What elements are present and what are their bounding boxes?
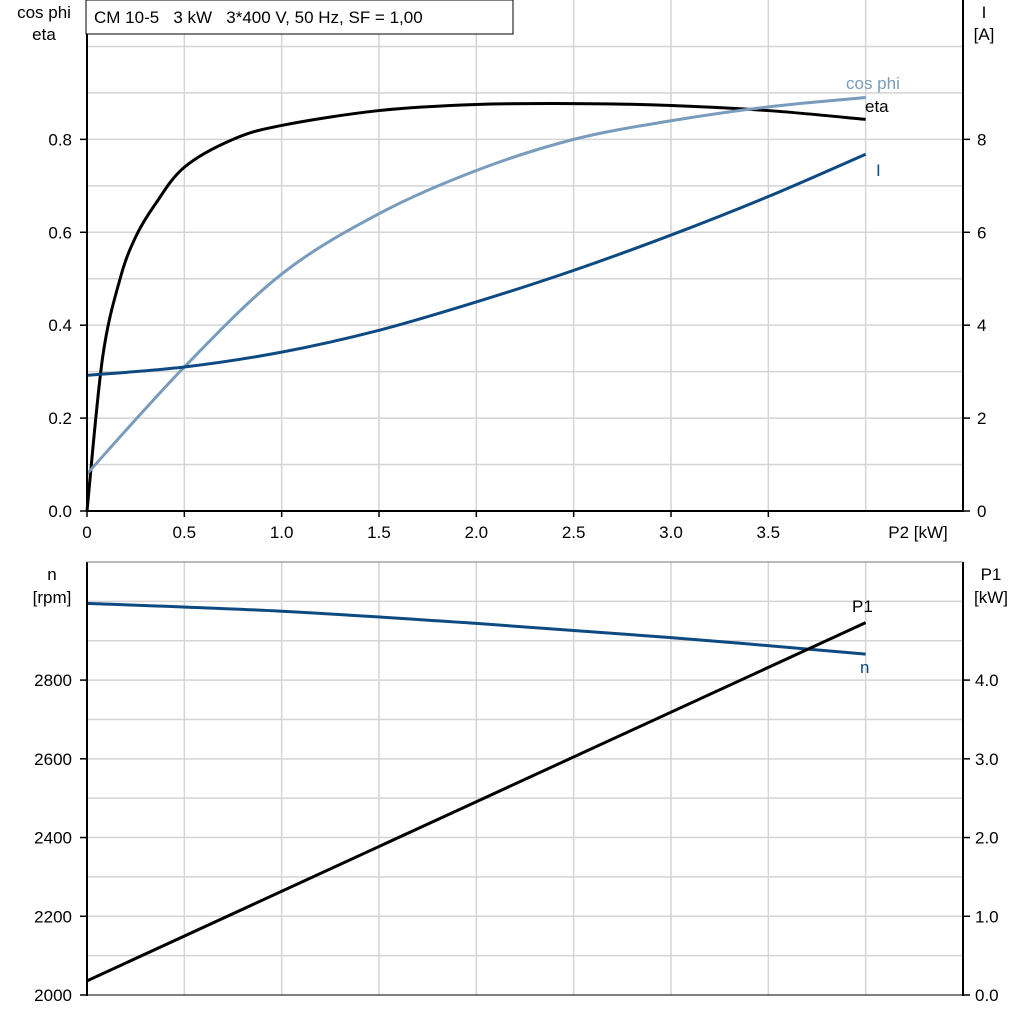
y-left-tick-label: 2400	[34, 829, 72, 848]
series-line-eta	[85, 102, 866, 512]
series-label-p1: P1	[852, 597, 873, 616]
x-tick-label: 1.0	[270, 523, 294, 542]
x-tick-label: 2.5	[562, 523, 586, 542]
x-tick-label: 0	[82, 523, 91, 542]
y-right-tick-label: 0	[977, 502, 986, 521]
bottom-left-ylabel-2: [rpm]	[33, 588, 72, 607]
series-label-eta: eta	[865, 97, 889, 116]
chart-title: CM 10-5 3 kW 3*400 V, 50 Hz, SF = 1,00	[94, 8, 423, 27]
top-left-ylabel-2: eta	[32, 25, 56, 44]
y-left-tick-label: 2800	[34, 671, 72, 690]
series-line-cos-phi	[85, 96, 866, 475]
title-box	[85, 0, 514, 35]
y-right-tick-label: 8	[977, 130, 986, 149]
y-right-tick-label: 0.0	[975, 986, 999, 1005]
y-left-tick-label: 2000	[34, 986, 72, 1005]
bottom-grid	[87, 562, 963, 995]
y-left-tick-label: 0.6	[48, 223, 72, 242]
x-tick-label: 1.5	[367, 523, 391, 542]
series-label-i: I	[876, 161, 881, 180]
series-label-cos-phi: cos phi	[846, 74, 900, 93]
x-tick-label: 2.0	[465, 523, 489, 542]
y-left-tick-label: 0.4	[48, 316, 72, 335]
series-line-i	[86, 152, 867, 377]
x-tick-label: 3.5	[757, 523, 781, 542]
y-left-tick-label: 2200	[34, 907, 72, 926]
y-left-tick-label: 0.8	[48, 130, 72, 149]
top-right-ylabel-2: [A]	[974, 25, 995, 44]
bottom-right-ylabel-2: [kW]	[974, 588, 1008, 607]
y-right-tick-label: 2	[977, 409, 986, 428]
y-right-tick-label: 4.0	[975, 671, 999, 690]
y-left-tick-label: 2600	[34, 750, 72, 769]
y-right-tick-label: 1.0	[975, 907, 999, 926]
y-left-tick-label: 0.2	[48, 409, 72, 428]
series-line-n	[86, 601, 866, 656]
ticks-layer: 0.0 0.2 0.4 0.6 0.8 0 2 4 6 8 0 0.5 1.0 1.5 2.0 2.5 3.0 3…	[34, 130, 998, 1005]
series-label-n: n	[860, 658, 869, 677]
top-right-ylabel-1: I	[982, 3, 987, 22]
top-grid	[87, 0, 963, 511]
series-line-p1	[86, 621, 867, 983]
y-right-tick-label: 4	[977, 316, 986, 335]
series-layer	[85, 96, 867, 983]
top-left-ylabel-1: cos phi	[17, 3, 71, 22]
bottom-right-ylabel-1: P1	[981, 565, 1002, 584]
x-tick-label: 3.0	[659, 523, 683, 542]
y-right-tick-label: 3.0	[975, 750, 999, 769]
y-right-tick-label: 2.0	[975, 829, 999, 848]
bottom-left-ylabel-1: n	[47, 565, 56, 584]
y-left-tick-label: 0.0	[48, 502, 72, 521]
x-tick-label: 0.5	[173, 523, 197, 542]
x-axis-label: P2 [kW]	[888, 523, 948, 542]
y-right-tick-label: 6	[977, 223, 986, 242]
